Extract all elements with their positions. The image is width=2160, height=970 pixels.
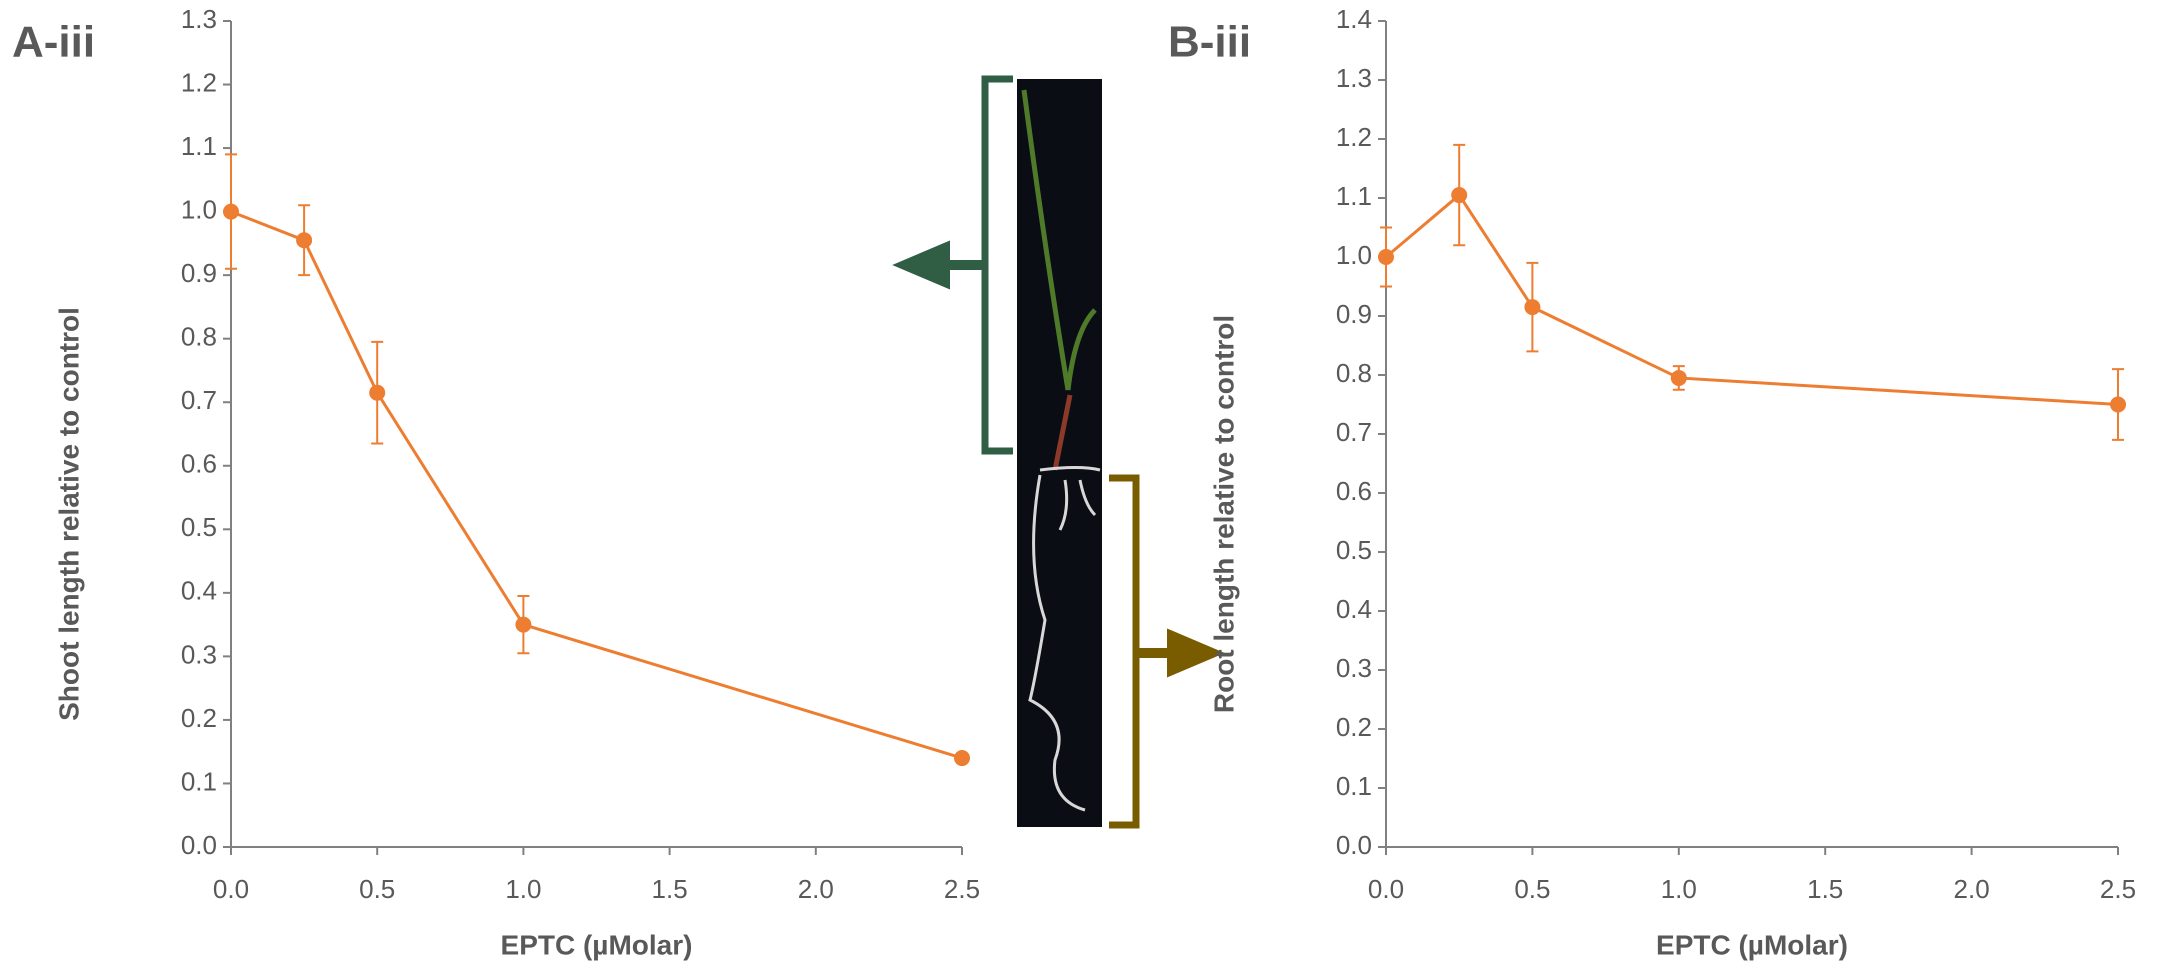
root-arrow — [1136, 628, 1225, 678]
y-tick-label: 1.0 — [181, 194, 217, 224]
y-tick-label: 0.4 — [1336, 594, 1372, 624]
x-tick-label: 0.0 — [213, 874, 249, 904]
y-tick-label: 0.5 — [1336, 535, 1372, 565]
data-line — [1385, 192, 2119, 406]
y-tick-label: 0.9 — [181, 258, 217, 288]
y-tick-label: 0.4 — [181, 576, 217, 606]
data-point — [515, 616, 532, 633]
y-tick-label: 0.6 — [181, 449, 217, 479]
shoot-bracket — [981, 75, 1013, 455]
x-tick-label: 0.0 — [1368, 874, 1404, 904]
y-tick-label: 0.7 — [1336, 417, 1372, 447]
y-tick-label: 1.2 — [181, 67, 217, 97]
data-point — [1670, 369, 1687, 386]
y-tick-label: 1.3 — [1336, 63, 1372, 93]
seedling-photo — [1017, 79, 1102, 827]
data-point — [223, 203, 239, 220]
y-tick-label: 0.7 — [181, 385, 217, 415]
data-line — [230, 210, 963, 760]
x-tick-label: 2.0 — [798, 874, 834, 904]
stem — [1052, 394, 1073, 471]
shoot — [1021, 89, 1097, 391]
y-tick-label: 0.0 — [181, 830, 217, 860]
data-point — [1451, 187, 1468, 204]
x-tick-label: 2.5 — [2100, 874, 2136, 904]
data-point — [2110, 396, 2126, 413]
x-tick-label: 1.0 — [1661, 874, 1697, 904]
y-tick-label: 0.2 — [181, 703, 217, 733]
panel-label: B-iii — [1168, 18, 1251, 67]
x-axis-title: EPTC (µMolar) — [1656, 929, 1848, 960]
y-tick-label: 0.8 — [1336, 358, 1372, 388]
y-tick-label: 1.1 — [181, 131, 217, 161]
data-point — [954, 750, 970, 767]
y-tick-label: 0.6 — [1336, 476, 1372, 506]
x-tick-label: 1.5 — [652, 874, 688, 904]
x-axis-title: EPTC (µMolar) — [501, 929, 693, 960]
x-tick-label: 0.5 — [359, 874, 395, 904]
root-bracket — [1109, 474, 1140, 829]
x-tick-label: 2.0 — [1954, 874, 1990, 904]
y-tick-label: 0.8 — [181, 322, 217, 352]
data-point — [296, 232, 313, 249]
y-axis-title: Shoot length relative to control — [53, 307, 84, 721]
y-tick-label: 0.9 — [1336, 299, 1372, 329]
data-point — [1378, 249, 1394, 265]
y-axis-title: Root length relative to control — [1208, 315, 1239, 713]
x-tick-label: 1.0 — [505, 874, 541, 904]
data-point — [369, 384, 386, 401]
shoot-arrow — [892, 240, 985, 290]
chart: A-iii 0.0 0.1 0.2 0.3 0.4 0.5 0.6 0.7 0.8 0.9 1.0 1.… — [12, 4, 980, 961]
y-tick-label: 0.0 — [1336, 830, 1372, 860]
y-tick-label: 1.4 — [1336, 4, 1372, 34]
data-point — [1524, 299, 1541, 316]
x-tick-label: 2.5 — [944, 874, 980, 904]
y-tick-label: 0.5 — [181, 512, 217, 542]
y-tick-label: 1.3 — [181, 4, 217, 34]
y-tick-label: 0.3 — [181, 639, 217, 669]
panel-label: A-iii — [12, 18, 95, 67]
y-tick-label: 1.0 — [1336, 240, 1372, 270]
chart: B-iii 0.0 0.1 0.2 0.3 0.4 0.5 0.6 0.7 0.8 0.9 1.0 1.… — [1168, 4, 2136, 961]
y-tick-label: 1.2 — [1336, 122, 1372, 152]
y-tick-label: 0.1 — [181, 766, 217, 796]
roots — [1028, 466, 1101, 812]
y-tick-label: 0.2 — [1336, 712, 1372, 742]
x-tick-label: 0.5 — [1514, 874, 1550, 904]
y-tick-label: 1.1 — [1336, 181, 1372, 211]
y-tick-label: 0.1 — [1336, 771, 1372, 801]
y-tick-label: 0.3 — [1336, 653, 1372, 683]
x-tick-label: 1.5 — [1807, 874, 1843, 904]
